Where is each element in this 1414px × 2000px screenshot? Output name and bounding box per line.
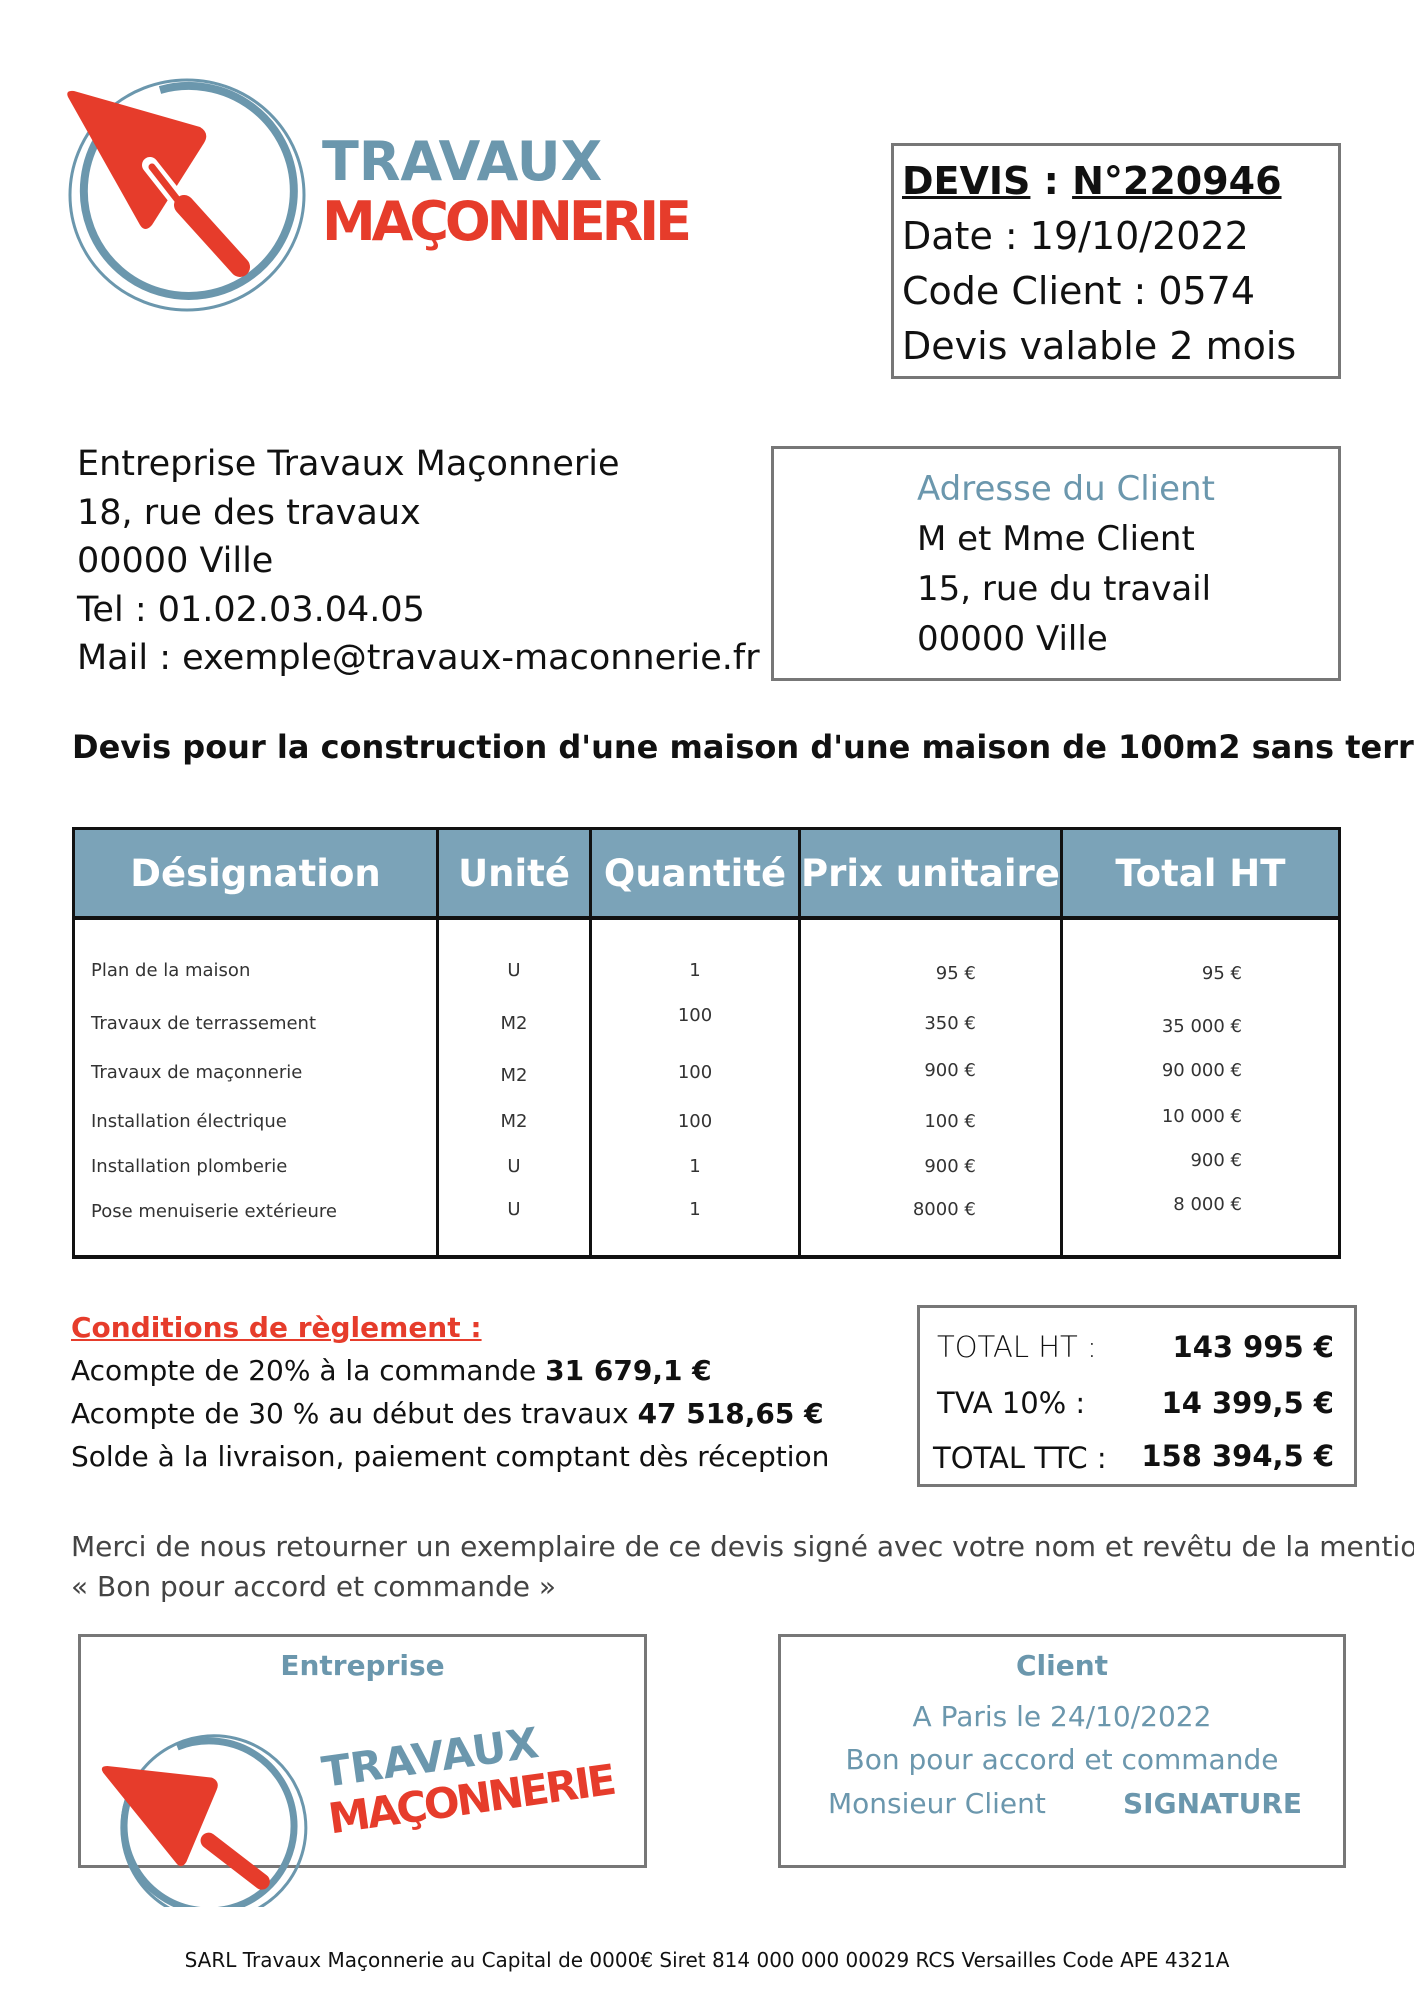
tva-label: TVA 10% : (937, 1386, 1086, 1420)
devis-date: Date : 19/10/2022 (902, 214, 1249, 258)
client-signature-label: SIGNATURE (1123, 1787, 1303, 1820)
total-ttc-label: TOTAL TTC : (933, 1441, 1107, 1475)
devis-sep: : (1030, 159, 1073, 203)
client-signature-mention: Bon pour accord et commande (845, 1743, 1279, 1776)
total-ht-value: 143 995 € (1172, 1330, 1334, 1364)
client-signature-heading: Client (1015, 1649, 1109, 1682)
cell-quantite: 1 (689, 1199, 701, 1220)
devis-title: Devis pour la construction d'une maison … (72, 728, 1414, 766)
header-unite: Unité (436, 827, 592, 920)
cell-total-ht: 35 000 € (1161, 1016, 1242, 1037)
cell-total-ht: 90 000 € (1161, 1060, 1242, 1081)
company-street: 18, rue des travaux (77, 492, 421, 533)
company-logo: TRAVAUX MAÇONNERIE (67, 78, 692, 312)
conditions-line-3: Solde à la livraison, paiement comptant … (71, 1440, 830, 1473)
cell-unite: M2 (500, 1013, 528, 1034)
company-tel: Tel : 01.02.03.04.05 (77, 589, 425, 630)
client-city: 00000 Ville (917, 619, 1108, 659)
client-name: M et Mme Client (917, 519, 1195, 559)
company-mail: Mail : exemple@travaux-maconnerie.fr (77, 638, 760, 678)
conditions-line-1: Acompte de 20% à la commande 31 679,1 € (71, 1354, 712, 1387)
totals-box: TOTAL HT : 143 995 € TVA 10% : 14 399,5 … (917, 1305, 1357, 1487)
cell-prix-unitaire: 900 € (924, 1156, 976, 1177)
cell-designation: Pose menuiserie extérieure (91, 1201, 337, 1222)
client-street: 15, rue du travail (917, 569, 1212, 609)
cell-designation: Installation électrique (91, 1111, 287, 1132)
table-header-row: Désignation Unité Quantité Prix unitaire… (72, 827, 1342, 920)
devis-number: N°220946 (1072, 159, 1282, 203)
cell-prix-unitaire: 100 € (924, 1111, 976, 1132)
company-stamp-logo: TRAVAUX MAÇONNERIE (101, 1718, 619, 1907)
cell-unite: U (507, 960, 521, 981)
devis-validity: Devis valable 2 mois (902, 324, 1297, 368)
cell-unite: U (507, 1199, 521, 1220)
company-name: Entreprise Travaux Maçonnerie (77, 444, 620, 484)
notice-line-2: « Bon pour accord et commande » (71, 1570, 556, 1603)
cell-total-ht: 10 000 € (1161, 1106, 1242, 1127)
devis-label: DEVIS (902, 159, 1031, 203)
client-heading: Adresse du Client (917, 469, 1215, 509)
cell-total-ht: 95 € (1201, 963, 1242, 984)
devis-info-box: DEVIS : N°220946 Date : 19/10/2022 Code … (891, 143, 1341, 379)
header-prix-unitaire: Prix unitaire (798, 827, 1063, 920)
signature-notice: Merci de nous retourner un exemplaire de… (71, 1527, 1414, 1607)
client-signature-place: A Paris le 24/10/2022 (912, 1700, 1212, 1733)
conditions-line-2-amount: 47 518,65 € (637, 1397, 824, 1430)
company-address: Entreprise Travaux Maçonnerie 18, rue de… (77, 440, 760, 683)
cell-unite: M2 (500, 1065, 528, 1086)
cell-unite: U (507, 1156, 521, 1177)
tva-value: 14 399,5 € (1161, 1386, 1334, 1420)
company-signature-heading: Entreprise (280, 1649, 445, 1682)
client-signature-name: Monsieur Client (828, 1787, 1046, 1820)
cell-quantite: 1 (689, 1156, 701, 1177)
cell-prix-unitaire: 350 € (924, 1013, 976, 1034)
cell-unite: M2 (500, 1111, 528, 1132)
cell-quantite: 100 (677, 1111, 713, 1132)
cell-designation: Travaux de terrassement (91, 1013, 317, 1034)
cell-designation: Travaux de maçonnerie (91, 1062, 303, 1083)
header-total-ht: Total HT (1059, 827, 1342, 920)
logo-line1: TRAVAUX (322, 130, 602, 193)
cell-designation: Plan de la maison (91, 960, 251, 981)
conditions-line-1-amount: 31 679,1 € (545, 1354, 712, 1387)
devis-client-code: Code Client : 0574 (902, 269, 1256, 313)
cell-total-ht: 8 000 € (1173, 1194, 1242, 1215)
company-city: 00000 Ville (77, 541, 274, 581)
cell-prix-unitaire: 900 € (924, 1060, 976, 1081)
cell-prix-unitaire: 8000 € (912, 1199, 976, 1220)
conditions-heading: Conditions de règlement : (71, 1311, 482, 1344)
logo-line2: MAÇONNERIE (322, 190, 692, 253)
cell-quantite: 100 (677, 1062, 713, 1083)
quote-table: Désignation Unité Quantité Prix unitaire… (72, 827, 1342, 1259)
total-ttc-value: 158 394,5 € (1141, 1439, 1334, 1473)
devis-number-line: DEVIS : N°220946 (902, 154, 1338, 209)
cell-quantite: 1 (689, 960, 701, 981)
legal-footer: SARL Travaux Maçonnerie au Capital de 00… (184, 1948, 1230, 1972)
header-quantite: Quantité (589, 827, 801, 920)
conditions-line-2-text: Acompte de 30 % au début des travaux (71, 1397, 638, 1430)
client-signature-box: Client A Paris le 24/10/2022 Bon pour ac… (778, 1634, 1346, 1868)
header-designation: Désignation (72, 827, 439, 920)
conditions-line-2: Acompte de 30 % au début des travaux 47 … (71, 1397, 824, 1430)
conditions-line-1-text: Acompte de 20% à la commande (71, 1354, 546, 1387)
total-ht-label: TOTAL HT : (937, 1330, 1097, 1364)
cell-quantite: 100 (677, 1005, 713, 1026)
client-address-box: Adresse du Client M et Mme Client 15, ru… (771, 446, 1341, 681)
company-signature-box: Entreprise TRAVAUX MAÇONNERIE (78, 1634, 647, 1907)
cell-designation: Installation plomberie (91, 1156, 288, 1177)
notice-line-1: Merci de nous retourner un exemplaire de… (71, 1530, 1414, 1563)
cell-total-ht: 900 € (1190, 1150, 1242, 1171)
table-body: Plan de la maison Travaux de terrassement… (72, 918, 1342, 1257)
cell-prix-unitaire: 95 € (935, 963, 976, 984)
